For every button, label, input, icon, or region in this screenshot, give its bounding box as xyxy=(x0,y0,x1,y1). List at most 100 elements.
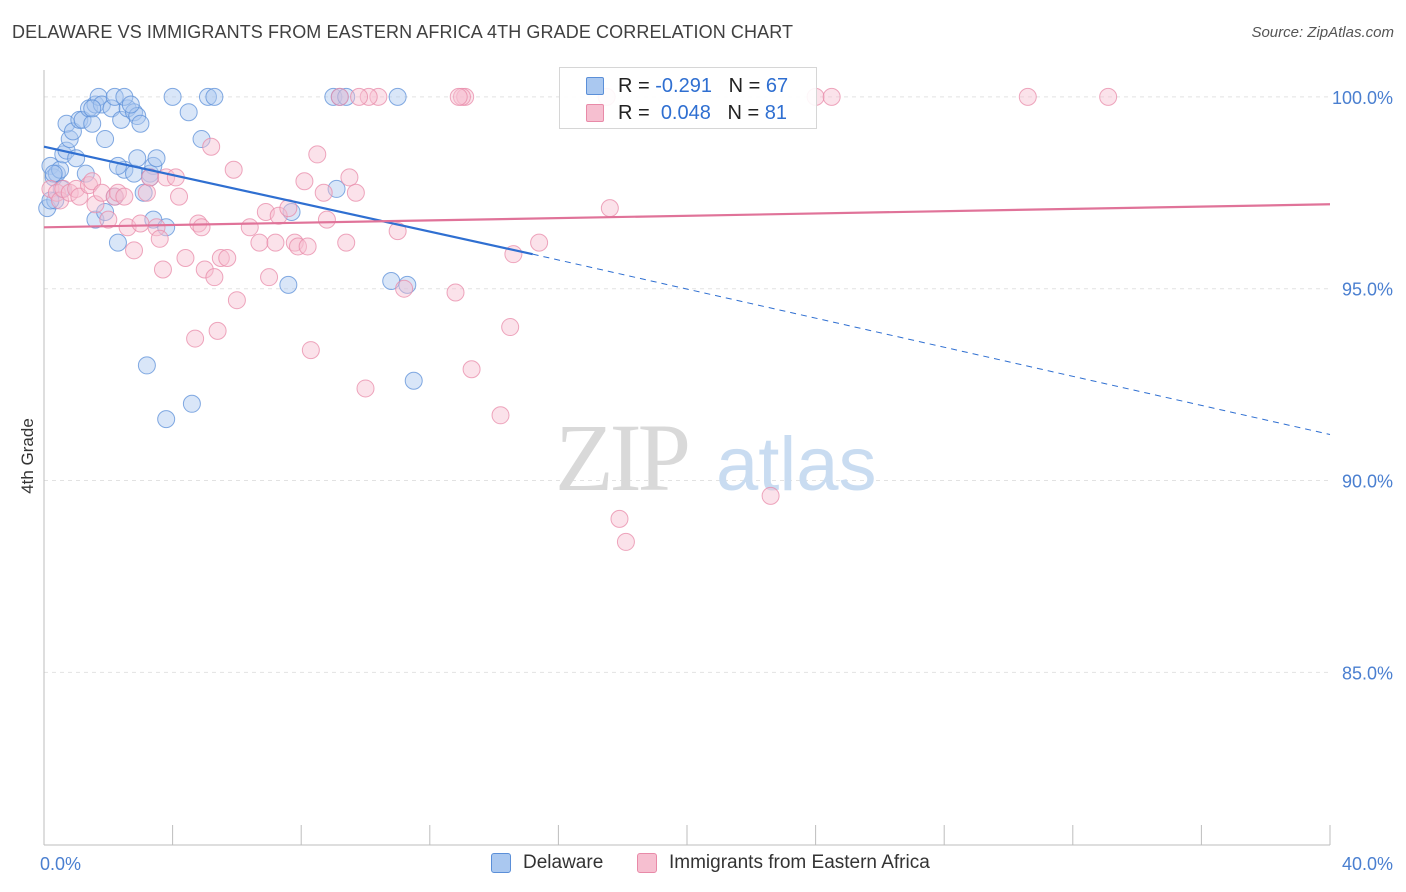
immigrants-point xyxy=(176,248,195,267)
legend-n-label: N = xyxy=(728,75,766,97)
delaware-point xyxy=(86,210,105,229)
delaware-point xyxy=(147,149,166,168)
immigrants-point xyxy=(115,187,134,206)
delaware-point xyxy=(157,218,176,237)
delaware-point xyxy=(192,130,211,149)
y-tick-label: 85.0% xyxy=(1342,663,1393,683)
immigrants-point xyxy=(610,509,629,528)
delaware-point xyxy=(96,130,115,149)
immigrants-point xyxy=(308,145,327,164)
delaware-point xyxy=(279,275,298,294)
immigrants-point xyxy=(369,87,388,106)
legend-r-value-delaware: -0.291 xyxy=(655,75,712,97)
delaware-point xyxy=(205,87,224,106)
immigrants-point xyxy=(86,195,105,214)
immigrants-point xyxy=(218,248,237,267)
legend-r-label: R = xyxy=(618,102,656,124)
immigrants-point xyxy=(822,87,841,106)
immigrants-point xyxy=(51,191,70,210)
delaware-point xyxy=(182,394,201,413)
delaware-point xyxy=(108,156,127,175)
delaware-point xyxy=(83,99,102,118)
immigrants-point xyxy=(301,341,320,360)
legend-swatch-delaware xyxy=(586,77,604,95)
watermark-zip: ZIP xyxy=(555,404,688,511)
immigrants-point xyxy=(616,532,635,551)
y-tick-label: 95.0% xyxy=(1342,280,1393,300)
bottom-legend-label-delaware: Delaware xyxy=(523,852,604,873)
x-tick-label: 0.0% xyxy=(40,854,81,874)
immigrants-point xyxy=(150,229,169,248)
immigrants-point xyxy=(192,218,211,237)
immigrants-point xyxy=(491,406,510,425)
immigrants-point xyxy=(250,233,269,252)
delaware-point xyxy=(73,110,92,129)
delaware-point xyxy=(115,87,134,106)
chart-source: Source: ZipAtlas.com xyxy=(1251,24,1394,41)
immigrants-point xyxy=(462,360,481,379)
immigrants-point xyxy=(388,222,407,241)
delaware-point xyxy=(83,114,102,133)
immigrants-point xyxy=(314,183,333,202)
immigrants-point xyxy=(295,172,314,191)
delaware-point xyxy=(198,87,217,106)
immigrants-point xyxy=(337,233,356,252)
immigrants-point xyxy=(600,199,619,218)
delaware-point xyxy=(137,356,156,375)
immigrants-point xyxy=(501,318,520,337)
immigrants-point xyxy=(266,233,285,252)
immigrants-point xyxy=(530,233,549,252)
immigrants-point xyxy=(449,87,468,106)
immigrants-point xyxy=(99,210,118,229)
delaware-point xyxy=(337,87,356,106)
delaware-point xyxy=(388,87,407,106)
immigrants-point xyxy=(240,218,259,237)
immigrants-point xyxy=(395,279,414,298)
immigrants-point xyxy=(298,237,317,256)
immigrants-point xyxy=(205,268,224,287)
delaware-point xyxy=(108,233,127,252)
immigrants-point xyxy=(125,241,144,260)
immigrants-point xyxy=(211,248,230,267)
immigrants-point xyxy=(137,183,156,202)
delaware-point xyxy=(121,95,140,114)
delaware-point xyxy=(76,164,95,183)
immigrants-point xyxy=(202,137,221,156)
immigrants-point xyxy=(70,187,89,206)
immigrants-point xyxy=(186,329,205,348)
immigrants-trend-line xyxy=(43,203,1331,229)
delaware-point xyxy=(63,122,82,141)
delaware-point xyxy=(157,410,176,429)
immigrants-point xyxy=(195,260,214,279)
immigrants-point xyxy=(340,168,359,187)
delaware-trend-line xyxy=(43,145,533,256)
correlation-legend: R = -0.291 N = 67 R = 0.048 N = 81 xyxy=(559,67,817,129)
immigrants-point xyxy=(170,187,189,206)
immigrants-point xyxy=(269,206,288,225)
delaware-point xyxy=(128,149,147,168)
immigrants-point xyxy=(1018,87,1037,106)
immigrants-point xyxy=(761,486,780,505)
legend-swatch-immigrants xyxy=(586,104,604,122)
chart-title: DELAWARE VS IMMIGRANTS FROM EASTERN AFRI… xyxy=(12,22,794,42)
delaware-point xyxy=(179,103,198,122)
delaware-point xyxy=(324,87,343,106)
watermark-atlas: atlas xyxy=(716,422,877,507)
immigrants-point xyxy=(446,283,465,302)
delaware-point xyxy=(163,87,182,106)
immigrants-point xyxy=(1099,87,1118,106)
delaware-point xyxy=(131,114,150,133)
bottom-legend-swatch-delaware xyxy=(491,853,511,873)
delaware-point xyxy=(102,99,121,118)
immigrants-point xyxy=(260,268,279,287)
delaware-point xyxy=(44,164,63,183)
immigrants-point xyxy=(317,210,336,229)
immigrants-point xyxy=(83,172,102,191)
bottom-legend-label-immigrants: Immigrants from Eastern Africa xyxy=(669,852,930,873)
immigrants-point xyxy=(330,87,349,106)
bottom-legend-swatch-immigrants xyxy=(637,853,657,873)
legend-n-label: N = xyxy=(727,102,765,124)
immigrants-point xyxy=(224,160,243,179)
legend-n-value-delaware: 67 xyxy=(765,75,789,97)
